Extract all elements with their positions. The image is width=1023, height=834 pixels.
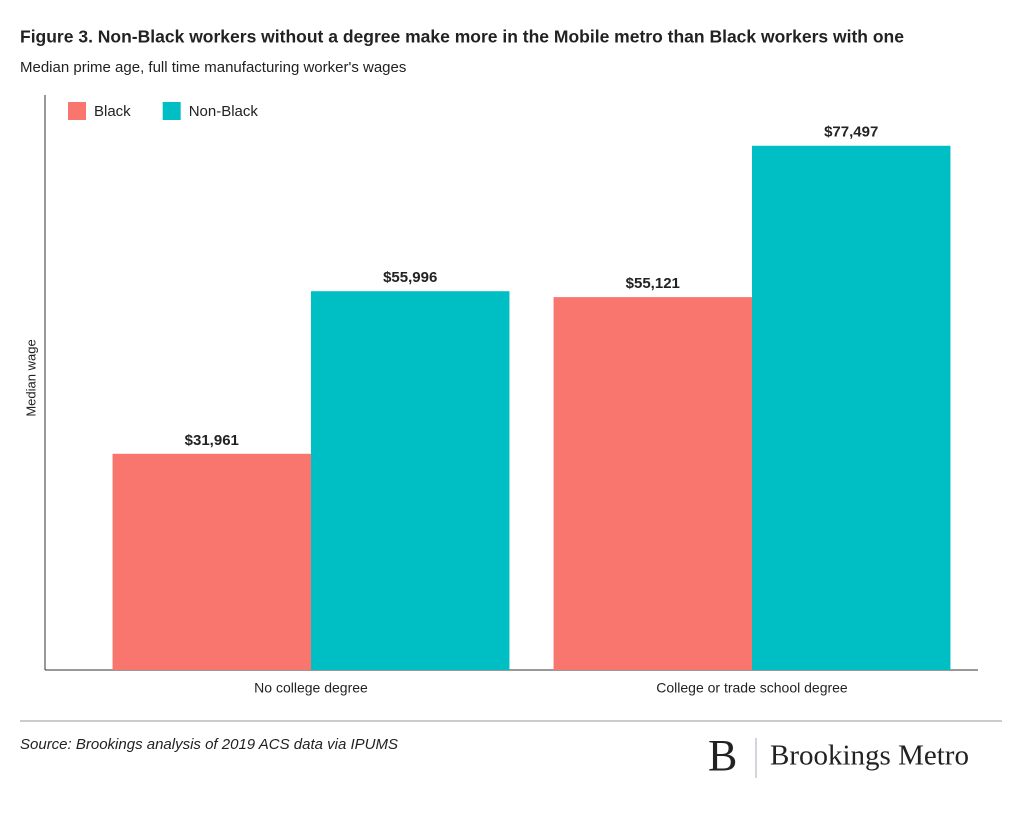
logo-text: Brookings Metro: [770, 740, 969, 772]
data-label: $55,121: [626, 275, 680, 292]
data-label: $77,497: [824, 124, 878, 141]
bar: [553, 297, 752, 670]
x-tick-label: College or trade school degree: [656, 680, 848, 696]
bar: [112, 453, 311, 670]
x-tick-label: No college degree: [254, 680, 368, 696]
chart-subtitle: Median prime age, full time manufacturin…: [20, 59, 406, 76]
legend-swatch: [162, 102, 181, 120]
legend-label: Non-Black: [189, 103, 259, 120]
bar: [311, 291, 510, 670]
data-label: $31,961: [185, 432, 239, 449]
chart-title: Figure 3. Non-Black workers without a de…: [20, 27, 904, 47]
source-note: Source: Brookings analysis of 2019 ACS d…: [20, 736, 398, 753]
bar: [752, 145, 951, 670]
data-label: $55,996: [383, 269, 437, 286]
legend-label: Black: [94, 103, 131, 120]
legend-swatch: [68, 102, 86, 120]
y-axis-label: Median wage: [23, 339, 38, 416]
logo-mark: B: [708, 731, 737, 780]
